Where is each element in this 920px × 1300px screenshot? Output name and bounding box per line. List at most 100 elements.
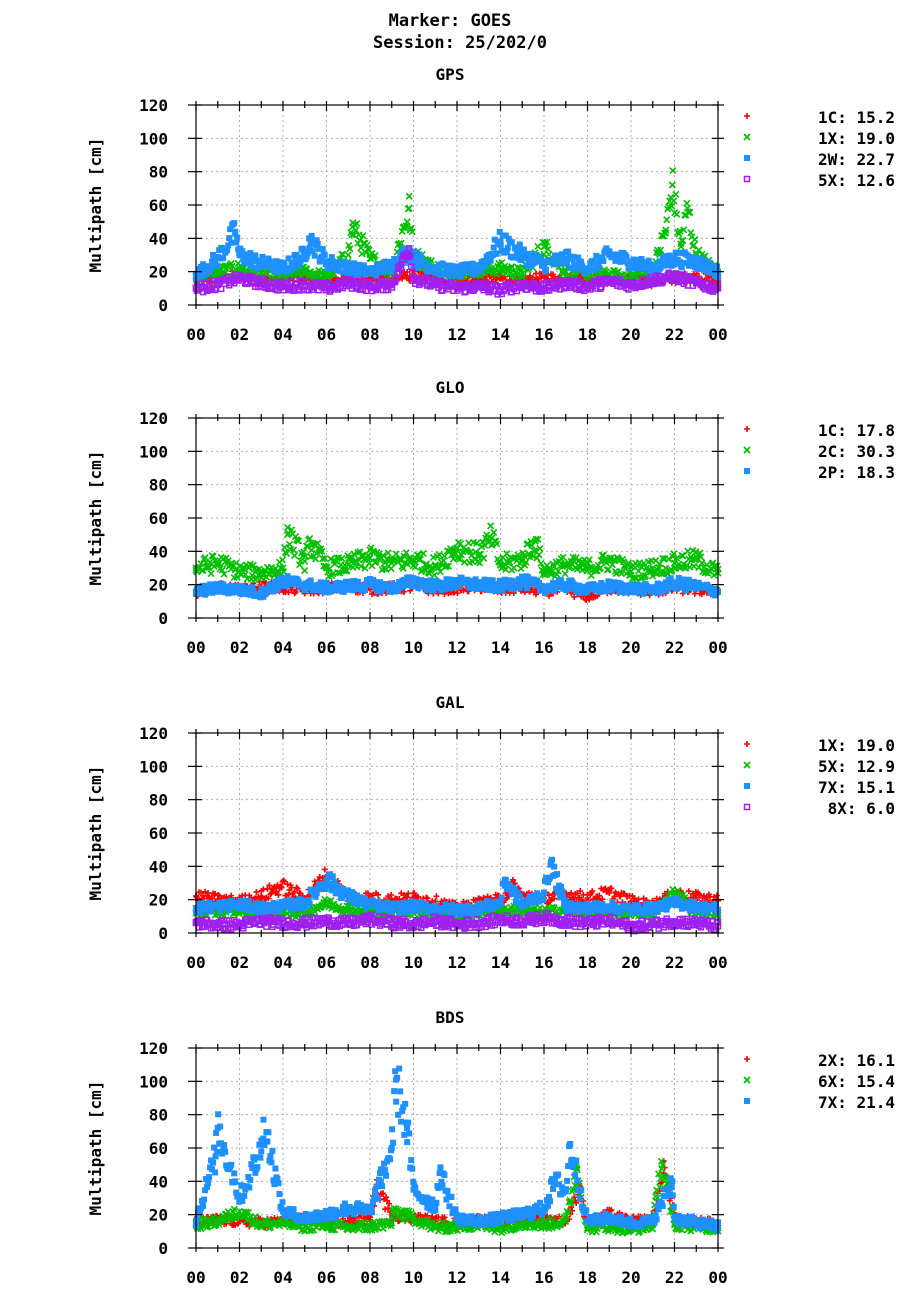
- data-point: [344, 251, 352, 259]
- data-point: [353, 220, 361, 228]
- legend-item: 1C: 15.2: [744, 108, 895, 127]
- data-point: [232, 228, 239, 235]
- data-points: [192, 167, 722, 298]
- x-tick-label: 02: [230, 325, 249, 344]
- figure-title: Marker: GOES: [389, 11, 512, 31]
- data-point: [308, 546, 316, 554]
- data-point: [236, 252, 243, 258]
- legend-marker: [743, 446, 751, 454]
- data-point: [545, 250, 553, 258]
- x-tick-label: 16: [534, 325, 553, 344]
- data-point: [628, 258, 634, 265]
- x-tick-label: 14: [491, 325, 510, 344]
- data-point: [497, 275, 504, 282]
- x-tick-label: 06: [317, 325, 336, 344]
- data-point: [670, 197, 678, 205]
- legend-marker: [743, 175, 751, 183]
- data-point: [510, 564, 518, 572]
- data-point: [562, 581, 569, 588]
- data-point: [301, 252, 308, 258]
- data-point: [259, 253, 266, 260]
- data-point: [475, 581, 482, 588]
- data-point: [280, 578, 286, 585]
- data-point: [684, 282, 692, 289]
- data-point: [403, 218, 411, 226]
- data-point: [519, 252, 526, 258]
- data-point: [231, 220, 238, 227]
- x-tick-label: 00: [186, 638, 205, 657]
- data-point: [306, 235, 313, 242]
- data-point: [673, 210, 681, 218]
- x-tick-label: 02: [230, 638, 249, 657]
- x-tick-label: 12: [447, 638, 466, 657]
- data-point: [285, 540, 294, 548]
- data-point: [367, 581, 373, 588]
- data-point: [430, 571, 438, 579]
- data-point: [475, 265, 482, 272]
- data-point: [504, 244, 511, 251]
- data-point: [606, 252, 613, 258]
- x-tick-label: 12: [447, 325, 466, 344]
- data-point: [258, 590, 265, 596]
- x-tick-label: 06: [317, 638, 336, 657]
- data-point: [713, 263, 720, 270]
- data-point: [649, 586, 656, 593]
- x-tick-label: 04: [273, 638, 292, 657]
- y-tick-label: 120: [139, 409, 168, 428]
- legend-label: 5X: 12.6: [818, 171, 895, 190]
- legend: 1C: 17.8 2C: 30.3 2P: 18.3: [743, 421, 895, 482]
- data-point: [508, 239, 515, 246]
- data-point: [523, 585, 530, 592]
- y-tick-label: 0: [158, 609, 168, 628]
- legend-marker: [743, 133, 751, 141]
- y-tick-label: 0: [158, 296, 168, 315]
- data-point: [388, 585, 395, 591]
- x-tick-label: 20: [621, 325, 640, 344]
- legend-label: 2C: 30.3: [818, 442, 895, 461]
- data-point: [460, 270, 467, 277]
- y-axis-label: Multipath [cm]: [86, 766, 105, 901]
- data-point: [584, 586, 591, 593]
- legend-item: 1C: 17.8: [744, 421, 895, 440]
- legend-label: 2W: 22.7: [818, 150, 895, 169]
- data-point: [519, 578, 526, 585]
- legend-item: 2W: 22.7: [744, 150, 895, 169]
- x-tick-label: 18: [578, 325, 597, 344]
- data-point: [596, 264, 603, 271]
- data-point: [214, 262, 221, 269]
- data-point: [248, 263, 255, 270]
- x-tick-label: 00: [186, 325, 205, 344]
- data-point: [266, 258, 273, 265]
- data-point: [220, 255, 227, 262]
- x-tick-label: 22: [665, 325, 684, 344]
- data-point: [526, 272, 533, 279]
- x-tick-label: 22: [665, 638, 684, 657]
- x-tick-label: 18: [578, 638, 597, 657]
- panel-title: GAL: [436, 693, 465, 712]
- y-tick-label: 80: [149, 163, 168, 182]
- data-point: [214, 255, 221, 262]
- legend-item: 2C: 30.3: [743, 442, 895, 461]
- data-point: [497, 238, 504, 245]
- data-point: [280, 265, 286, 272]
- data-point: [529, 274, 536, 281]
- data-point: [323, 585, 330, 591]
- data-point: [628, 585, 634, 591]
- data-point: [487, 257, 494, 264]
- data-point: [319, 246, 326, 253]
- legend-label: 2P: 18.3: [818, 463, 895, 482]
- data-point: [427, 256, 435, 265]
- data-point: [691, 235, 699, 244]
- data-point: [424, 895, 431, 902]
- x-tick-label: 04: [273, 325, 292, 344]
- data-point: [321, 252, 328, 259]
- x-tick-label: 16: [534, 638, 553, 657]
- data-point: [397, 239, 405, 247]
- data-point: [346, 245, 354, 253]
- y-tick-label: 60: [149, 196, 168, 215]
- data-point: [445, 273, 452, 280]
- data-point: [356, 236, 364, 245]
- legend-label: 1X: 19.0: [818, 129, 895, 148]
- y-tick-label: 100: [139, 129, 168, 148]
- legend-marker: [744, 113, 750, 119]
